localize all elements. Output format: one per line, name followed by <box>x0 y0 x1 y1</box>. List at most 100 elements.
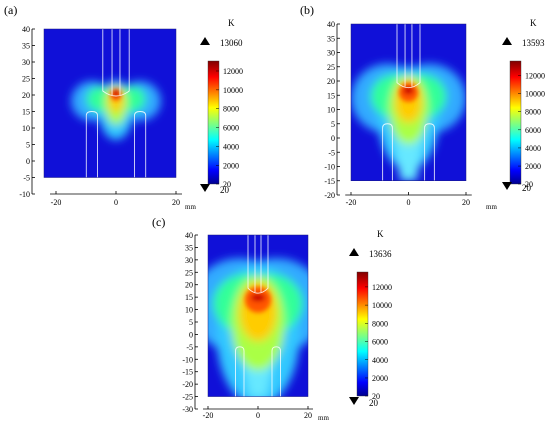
y-tick-label: 30 <box>22 58 30 67</box>
colorbar-tick-label: 4000 <box>372 356 388 365</box>
colorbar: K 13060 20 12000 10000 8000 6000 4000 2000 20 <box>200 18 243 195</box>
upper-electrode <box>247 235 269 294</box>
panel-label: (a) <box>4 3 17 17</box>
y-tick-label: 15 <box>185 293 193 302</box>
x-tick-label: 0 <box>256 411 260 420</box>
lower-electrode-left <box>85 111 98 178</box>
y-tick-label: 10 <box>327 106 335 115</box>
max-value-label: 13060 <box>220 38 243 48</box>
temperature-field <box>44 29 176 178</box>
colorbar-unit: K <box>228 18 235 28</box>
y-tick-label: -15 <box>182 368 193 377</box>
colorbar-tick-label: 2000 <box>223 161 239 170</box>
y-tick-label: 40 <box>22 25 30 34</box>
lower-electrode-left <box>235 346 245 397</box>
colorbar-tick-label: 12000 <box>223 67 243 76</box>
y-axis: -30 -25 -20 -15 -10 -5 0 5 10 15 20 25 30 35 40 <box>182 231 198 414</box>
colorbar-tick-label: 2000 <box>372 374 388 383</box>
colorbar-unit: K <box>377 229 384 239</box>
y-tick-label: 15 <box>22 108 30 117</box>
y-tick-label: 25 <box>22 75 30 84</box>
y-axis: -10 -5 0 5 10 15 20 25 30 35 40 <box>19 25 35 199</box>
heatmap-plot <box>350 23 467 181</box>
panel-c: (c) -30 -25 -20 -15 -10 -5 0 5 10 15 20 25 30 35 40 -2… <box>152 215 392 422</box>
x-tick-label: 20 <box>462 198 470 207</box>
peak-spot <box>113 89 119 97</box>
hot-core <box>110 89 122 101</box>
y-tick-label: 30 <box>327 49 335 58</box>
y-tick-label: -20 <box>324 191 335 200</box>
y-tick-label: -10 <box>182 355 193 364</box>
colorbar-tick-label: 2000 <box>525 162 541 171</box>
x-tick-label: -20 <box>51 198 62 207</box>
colorbar-tick-label: 8000 <box>525 108 541 117</box>
y-tick-label: -25 <box>182 393 193 402</box>
panel-a: (a) -10 -5 0 5 10 15 20 25 30 35 40 -20 0 20 mm K 130… <box>4 3 243 211</box>
temperature-field <box>351 24 466 181</box>
y-tick-label: 10 <box>22 124 30 133</box>
y-tick-label: 20 <box>22 91 30 100</box>
y-tick-label: 25 <box>185 268 193 277</box>
max-value-label: 13593 <box>522 38 545 48</box>
lower-electrode-right <box>271 346 281 397</box>
x-tick-label: 0 <box>114 198 118 207</box>
y-axis: -20 -15 -10 -5 0 5 10 15 20 25 30 35 40 <box>324 20 340 200</box>
x-tick-label: 0 <box>407 198 411 207</box>
x-tick-label: -20 <box>346 198 357 207</box>
y-tick-label: 5 <box>189 318 193 327</box>
hot-core <box>244 286 272 313</box>
heatmap-plot <box>43 28 177 178</box>
x-tick-label: 20 <box>304 411 312 420</box>
colorbar-tick-label: 12000 <box>525 71 545 80</box>
y-tick-label: 25 <box>327 63 335 72</box>
panel-label: (c) <box>152 215 165 229</box>
plot-frame <box>43 28 177 178</box>
x-unit-label: mm <box>486 203 497 211</box>
y-tick-label: 20 <box>185 281 193 290</box>
colorbar-tick-label: 20 <box>525 180 533 189</box>
colorbar-tick-label: 8000 <box>372 319 388 328</box>
lower-electrode-right <box>134 111 147 178</box>
hot-core <box>398 82 419 102</box>
y-tick-label: 0 <box>26 157 30 166</box>
peak-spot <box>250 293 266 302</box>
upper-electrode <box>102 29 130 97</box>
max-arrow-icon <box>200 37 210 45</box>
min-arrow-icon <box>349 397 359 405</box>
colorbar-tick-label: 6000 <box>372 338 388 347</box>
y-tick-label: 0 <box>189 330 193 339</box>
colorbar-tick-label: 20 <box>223 180 231 189</box>
y-tick-label: 0 <box>331 134 335 143</box>
y-tick-label: -20 <box>182 380 193 389</box>
y-tick-label: 35 <box>185 243 193 252</box>
electrode-outlines <box>235 235 281 397</box>
y-tick-label: 35 <box>22 42 30 51</box>
min-value-label: 20 <box>369 398 379 408</box>
colorbar-tick-label: 4000 <box>525 144 541 153</box>
y-tick-label: 5 <box>331 120 335 129</box>
y-tick-label: 40 <box>185 231 193 240</box>
colorbar-tick-label: 10000 <box>372 301 392 310</box>
colorbar-tick-label: 10000 <box>525 90 545 99</box>
y-tick-label: -15 <box>324 177 335 186</box>
colorbar-tick-label: 6000 <box>525 126 541 135</box>
plot-frame <box>207 234 309 397</box>
y-tick-label: 15 <box>327 91 335 100</box>
colorbar-tick-label: 20 <box>372 392 380 401</box>
lower-electrode-right <box>424 123 435 181</box>
colorbar-gradient <box>207 60 220 185</box>
temperature-field <box>208 235 308 397</box>
x-unit-label: mm <box>318 414 329 422</box>
y-tick-label: 30 <box>185 256 193 265</box>
colorbar-tick-label: 12000 <box>372 283 392 292</box>
x-tick-label: 20 <box>172 198 180 207</box>
x-unit-label: mm <box>185 203 196 211</box>
electrode-outlines <box>382 24 435 181</box>
colorbar-gradient <box>509 60 522 185</box>
min-arrow-icon <box>502 182 512 190</box>
y-tick-label: -10 <box>19 190 30 199</box>
min-arrow-icon <box>200 184 210 192</box>
peak-spot <box>403 86 414 95</box>
colorbar-tick-label: 6000 <box>223 124 239 133</box>
